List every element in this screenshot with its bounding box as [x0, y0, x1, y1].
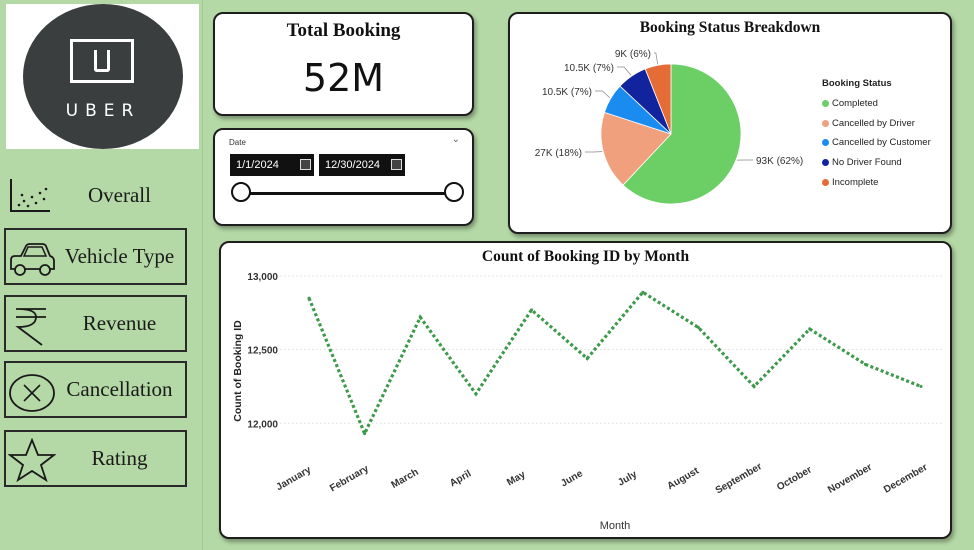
x-tick-label: January	[274, 464, 313, 493]
nav-label-overall: Overall	[88, 183, 151, 207]
calendar-icon[interactable]	[391, 159, 402, 170]
data-point-october[interactable]	[808, 327, 812, 331]
legend-swatch	[822, 119, 829, 127]
data-point-december[interactable]	[919, 384, 923, 388]
booking-count-line[interactable]	[307, 290, 922, 438]
x-tick-label: February	[328, 463, 371, 494]
total-booking-card: Total Booking 52M	[213, 12, 474, 116]
legend-swatch	[822, 139, 829, 147]
nav-label-vehicle-type: Vehicle Type	[64, 244, 175, 268]
line-chart: 12,000 12,500 13,000 January February March Ap…	[232, 272, 943, 532]
nav-cancellation[interactable]: Cancellation	[4, 361, 187, 418]
pie-data-label: 10.5K (7%)	[564, 63, 614, 74]
end-date-input[interactable]: 12/30/2024	[319, 154, 405, 176]
pie-data-label: 10.5K (7%)	[542, 87, 592, 98]
range-start-handle[interactable]	[231, 182, 251, 202]
uber-wordmark: UBER	[65, 101, 141, 121]
pie-data-label: 93K (62%)	[756, 156, 803, 167]
calendar-icon[interactable]	[300, 159, 311, 170]
pie-legend: Booking Status Completed Cancelled by Dri…	[822, 78, 931, 192]
start-date-value: 1/1/2024	[236, 159, 279, 171]
pie-chart: 93K (62%)27K (18%)10.5K (7%)10.5K (7%)9K…	[535, 49, 803, 205]
pie-slice-completed[interactable]	[622, 63, 742, 205]
kpi-value: 52M	[302, 56, 385, 100]
start-date-input[interactable]: 1/1/2024	[230, 154, 314, 176]
booking-status-card: Booking Status Breakdown 93K (62%) 27K (1…	[508, 12, 952, 234]
data-point-september[interactable]	[752, 384, 756, 388]
legend-item[interactable]: Incomplete	[822, 172, 931, 192]
data-point-april[interactable]	[474, 392, 478, 396]
legend-label: Incomplete	[832, 176, 879, 188]
scatter-chart-icon	[10, 179, 50, 212]
data-point-august[interactable]	[696, 326, 700, 330]
legend-label: Completed	[832, 98, 878, 110]
range-end-handle[interactable]	[444, 182, 464, 202]
legend-swatch	[822, 178, 829, 186]
x-axis-title: Month	[600, 520, 631, 532]
rupee-icon	[15, 308, 46, 346]
x-tick-label: November	[826, 462, 874, 496]
legend-title: Booking Status	[822, 78, 892, 89]
uber-logo-circle: UBER	[23, 4, 183, 149]
nav-vehicle-type[interactable]: Vehicle Type	[4, 228, 187, 285]
uber-u-icon	[70, 39, 134, 83]
x-tick-label: December	[882, 462, 929, 496]
data-point-march[interactable]	[418, 315, 422, 319]
pie-data-label: 9K (6%)	[615, 49, 651, 60]
monthly-booking-card: Count of Booking ID by Month 12,000 12,50…	[219, 241, 952, 539]
nav-label-rating: Rating	[91, 446, 148, 470]
x-tick-label: April	[448, 468, 473, 489]
data-point-january[interactable]	[307, 296, 311, 300]
pie-leader-line	[617, 66, 632, 76]
legend-label: Cancelled by Driver	[832, 117, 915, 129]
pie-slice-incomplete[interactable]	[644, 63, 672, 135]
line-chart-title: Count of Booking ID by Month	[481, 248, 690, 265]
x-tick-label: May	[505, 469, 528, 488]
legend-item[interactable]: No Driver Found	[822, 153, 931, 173]
data-point-july[interactable]	[641, 290, 645, 294]
data-point-february[interactable]	[363, 432, 367, 436]
data-point-june[interactable]	[585, 356, 589, 360]
pie-slice-cancelled-by-driver[interactable]	[600, 111, 672, 186]
legend-swatch	[822, 159, 829, 167]
slicer-label: Date	[229, 138, 246, 147]
pie-leader-line	[654, 52, 659, 65]
data-point-november[interactable]	[863, 362, 867, 366]
x-tick-label: October	[775, 464, 814, 493]
kpi-title: Total Booking	[286, 20, 401, 41]
y-tick-label: 12,000	[247, 419, 278, 430]
pie-leader-line	[595, 90, 611, 99]
nav-revenue[interactable]: Revenue	[4, 295, 187, 352]
data-point-may[interactable]	[530, 308, 534, 312]
uber-logo: UBER	[6, 4, 199, 149]
y-axis-title: Count of Booking ID	[232, 320, 244, 422]
nav-overall[interactable]: Overall	[4, 167, 187, 224]
legend-item[interactable]: Completed	[822, 94, 931, 114]
date-slicer: Date ⌄ 1/1/2024 12/30/2024	[213, 128, 474, 226]
chevron-down-icon[interactable]: ⌄	[451, 134, 460, 145]
star-icon	[8, 438, 56, 482]
x-tick-label: July	[616, 469, 639, 489]
legend-swatch	[822, 100, 829, 108]
pie-data-label: 27K (18%)	[535, 148, 582, 159]
y-tick-label: 13,000	[247, 272, 278, 283]
y-tick-label: 12,500	[247, 346, 278, 357]
car-icon	[10, 243, 55, 276]
nav-label-cancellation: Cancellation	[66, 377, 173, 401]
nav-label-revenue: Revenue	[82, 311, 157, 335]
x-tick-label: September	[714, 461, 764, 496]
end-date-value: 12/30/2024	[325, 159, 381, 171]
circle-x-icon	[9, 374, 55, 412]
nav-rating[interactable]: Rating	[4, 430, 187, 487]
legend-label: No Driver Found	[832, 157, 902, 169]
sidebar: UBER Overall Vehicle Type Revenue	[0, 0, 203, 550]
legend-label: Cancelled by Customer	[832, 137, 931, 149]
legend-item[interactable]: Cancelled by Driver	[822, 114, 931, 134]
date-range-track[interactable]	[241, 192, 455, 195]
legend-item[interactable]: Cancelled by Customer	[822, 133, 931, 153]
x-tick-label: June	[559, 468, 585, 489]
pie-chart-title: Booking Status Breakdown	[639, 19, 821, 36]
x-tick-label: August	[666, 465, 702, 492]
x-tick-label: March	[390, 467, 421, 491]
